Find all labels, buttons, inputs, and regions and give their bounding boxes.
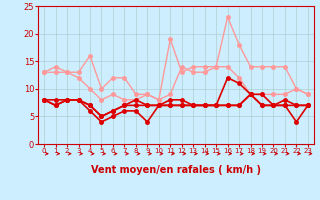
X-axis label: Vent moyen/en rafales ( km/h ): Vent moyen/en rafales ( km/h ) <box>91 165 261 175</box>
